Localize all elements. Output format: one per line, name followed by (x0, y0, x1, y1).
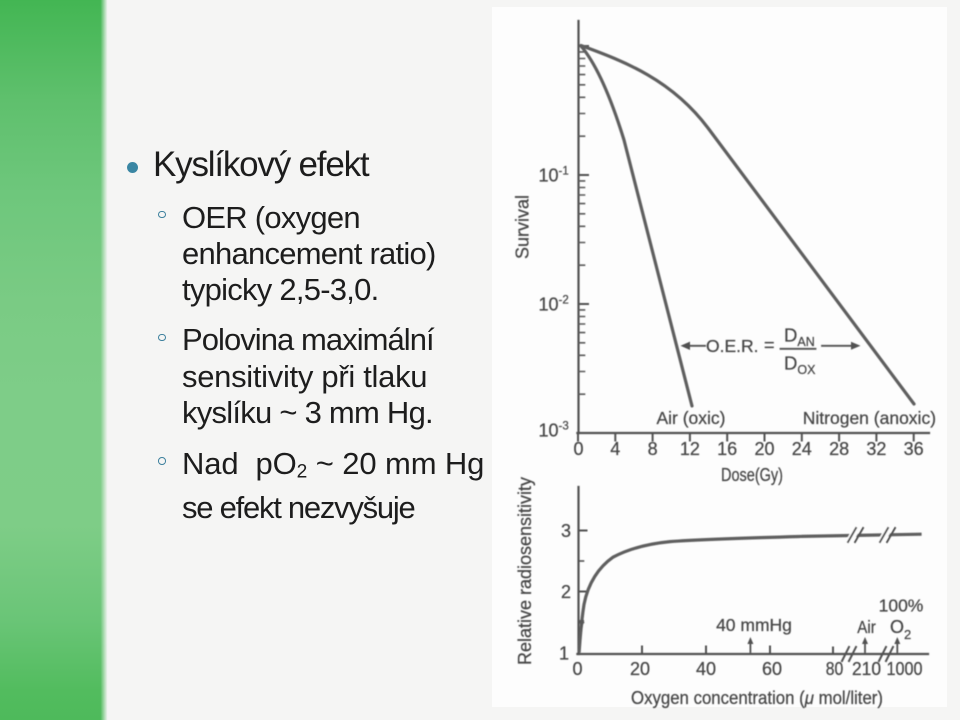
svg-text:Dose(Gy): Dose(Gy) (721, 465, 783, 485)
svg-text:40: 40 (696, 659, 716, 679)
svg-text:4: 4 (610, 439, 620, 459)
svg-text:Survival: Survival (513, 195, 533, 259)
svg-text:40 mmHg: 40 mmHg (716, 615, 792, 635)
svg-text:10-3: 10-3 (539, 420, 569, 440)
svg-text:8: 8 (648, 439, 658, 459)
svg-text:20: 20 (630, 659, 650, 679)
svg-text:16: 16 (717, 439, 737, 459)
svg-text:80: 80 (826, 659, 844, 679)
svg-text:0: 0 (573, 439, 583, 459)
svg-text:24: 24 (792, 439, 812, 459)
svg-text:60: 60 (762, 659, 782, 679)
svg-text:=: = (764, 335, 775, 355)
svg-text:28: 28 (829, 439, 849, 459)
svg-text:1: 1 (559, 644, 569, 664)
svg-text:36: 36 (904, 439, 924, 459)
svg-text:2: 2 (561, 582, 571, 602)
svg-text:12: 12 (680, 439, 700, 459)
svg-text:Relative radiosensitivity: Relative radiosensitivity (515, 477, 535, 665)
svg-text:32: 32 (866, 439, 886, 459)
svg-text:O2: O2 (890, 617, 911, 642)
svg-text:Air: Air (857, 617, 876, 637)
svg-text:Oxygen concentration (μ mol/li: Oxygen concentration (μ mol/liter) (631, 688, 883, 708)
svg-text:Nitrogen (anoxic): Nitrogen (anoxic) (803, 408, 936, 428)
svg-text:DAN: DAN (784, 325, 815, 350)
svg-text:20: 20 (754, 439, 774, 459)
svg-text:3: 3 (561, 521, 571, 541)
svg-text:10-2: 10-2 (539, 294, 569, 314)
svg-text:100%: 100% (879, 596, 924, 616)
svg-text:10-1: 10-1 (539, 165, 569, 185)
svg-text:0: 0 (572, 659, 582, 679)
svg-text:1000: 1000 (887, 659, 923, 679)
svg-text:DOX: DOX (784, 353, 816, 378)
svg-text:210: 210 (852, 659, 881, 679)
svg-text:Air (oxic): Air (oxic) (656, 408, 725, 428)
svg-text:O.E.R.: O.E.R. (706, 336, 759, 356)
